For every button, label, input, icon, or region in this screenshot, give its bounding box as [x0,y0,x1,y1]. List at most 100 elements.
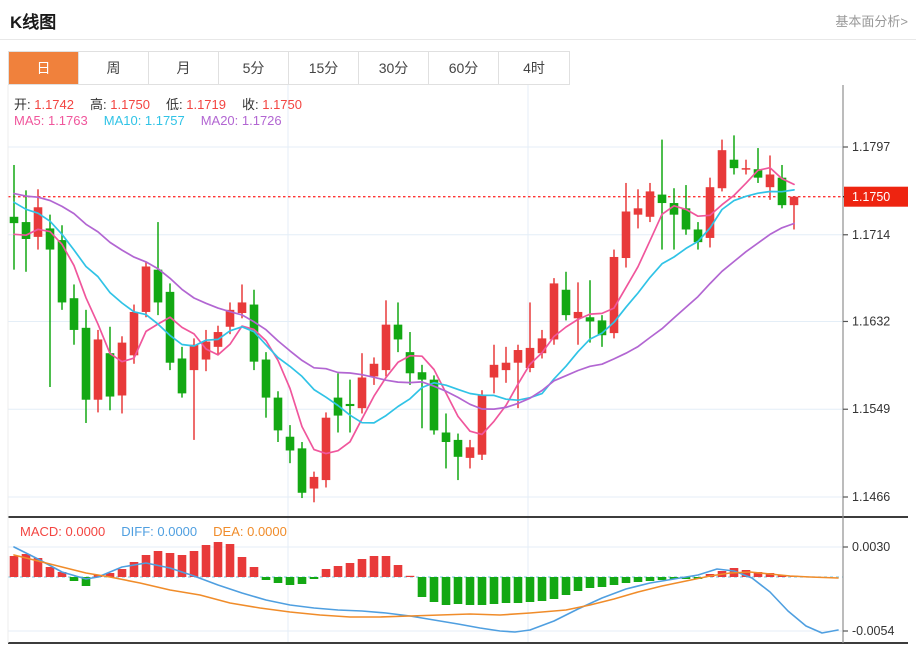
macd-bar [525,577,535,602]
macd-bar [321,569,331,577]
candle [105,326,115,411]
macd-bar [57,572,67,577]
macd-bar [657,577,667,580]
macd-bar [333,566,343,577]
macd-bar [141,555,151,577]
macd-legend: MACD: 0.0000 DIFF: 0.0000 DEA: 0.0000 [20,524,303,539]
candle [417,364,427,429]
candle [465,439,475,469]
tab-period-0[interactable]: 日 [9,52,79,84]
macd-bar [225,544,235,577]
candle [45,214,55,388]
candle [477,390,487,460]
candle [645,182,655,223]
candle [141,262,151,318]
candle [321,412,331,488]
candle [393,302,403,353]
candle [549,278,559,345]
candle [609,249,619,339]
candle [741,159,751,175]
tab-period-4[interactable]: 15分 [289,52,359,84]
ma20-line [13,192,795,410]
candle [21,190,31,272]
candle [669,188,679,250]
macd-bar [213,542,223,577]
candle [633,189,643,229]
tab-period-6[interactable]: 60分 [429,52,499,84]
macd-bar [549,577,559,599]
candle [309,471,319,503]
tab-period-2[interactable]: 月 [149,52,219,84]
macd-bar [153,551,163,577]
candle [225,302,235,335]
price-axis-label: 1.1466 [852,490,890,504]
candle [93,329,103,413]
macd-bar [357,559,367,577]
macd-bar [237,557,247,577]
macd-bar [177,555,187,577]
candle [57,225,67,310]
price-axis-label: 1.1632 [852,314,890,328]
legend-item: MA5: 1.1763 [14,113,88,128]
macd-bar [369,556,379,577]
macd-bar [561,577,571,595]
macd-bar [33,558,43,577]
dea-line [13,554,839,618]
macd-bar [129,562,139,577]
ohlc-legend: 开: 1.1742 高: 1.1750 低: 1.1719 收: 1.1750 [14,94,318,113]
macd-bar [573,577,583,591]
candle [729,135,739,175]
candle [753,148,763,183]
legend-item: MACD: 0.0000 [20,524,106,539]
period-tab-bar: 日周月 5分 15分 30分 60分 4时 [8,51,570,85]
legend-item: MA20: 1.1726 [200,113,282,128]
macd-bar [489,577,499,604]
macd-bar [513,577,523,603]
macd-bar [477,577,487,605]
legend-item: 开: 1.1742 [14,97,74,112]
candle [693,222,703,250]
fundamental-analysis-link[interactable]: 基本面分析> [835,14,908,29]
legend-item: DIFF: 0.0000 [121,524,198,539]
macd-bar [633,577,643,582]
macd-bar [501,577,511,603]
candle [69,284,79,345]
candle [765,155,775,200]
macd-bar [741,570,751,577]
macd-bar [621,577,631,583]
candle [189,338,199,440]
page-title: K线图 [10,13,57,32]
tab-period-7[interactable]: 4时 [523,60,545,76]
candle [597,315,607,347]
candle [237,284,247,319]
candle [357,353,367,414]
macd-bar [765,573,775,577]
macd-bar [681,577,691,579]
macd-bar [165,553,175,577]
macd-bar [117,569,127,577]
macd-bar [261,577,271,580]
macd-axis-label: -0.0054 [852,624,894,638]
tab-period-3[interactable]: 5分 [219,52,289,84]
tab-period-5[interactable]: 30分 [359,52,429,84]
candle [441,413,451,469]
current-price-badge-label: 1.1750 [852,190,890,204]
candle [513,344,523,409]
tab-period-1[interactable]: 周 [79,52,149,84]
legend-item: 收: 1.1750 [242,97,302,112]
current-price-badge [844,186,908,207]
price-axis-label: 1.1797 [852,140,890,154]
candle [381,300,391,377]
macd-bar [81,577,91,586]
macd-bar [645,577,655,581]
candle [561,271,571,321]
macd-bar [609,577,619,585]
macd-bar [21,554,31,577]
macd-bar [189,551,199,577]
macd-bar [669,577,679,579]
macd-bar [9,556,19,577]
macd-bar [429,577,439,602]
candle [129,304,139,364]
